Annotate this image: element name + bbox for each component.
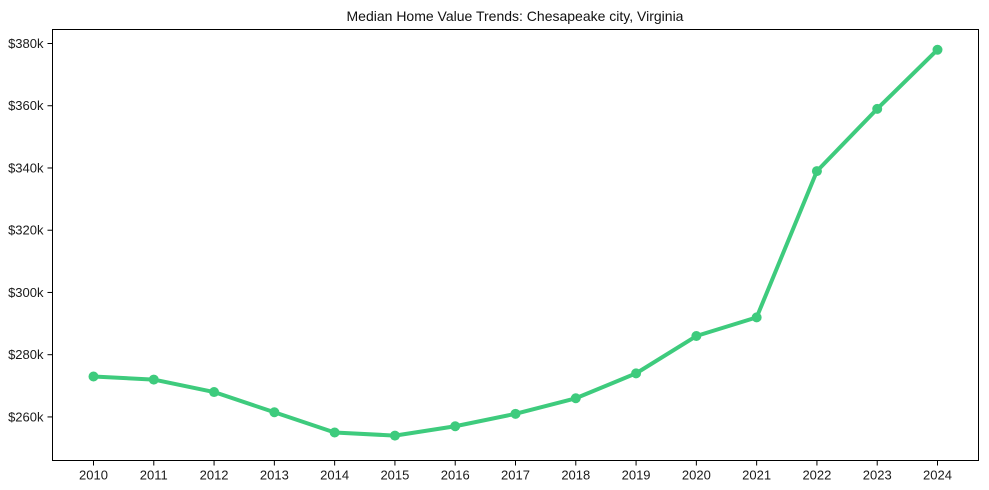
x-tick-label: 2024 [923, 468, 952, 483]
data-point [932, 44, 943, 55]
x-tick-label: 2015 [380, 468, 409, 483]
plot-border [52, 29, 979, 461]
data-point [389, 430, 400, 441]
chart-title: Median Home Value Trends: Chesapeake cit… [346, 8, 684, 24]
x-tick-label: 2017 [501, 468, 530, 483]
y-tick-label: $320k [8, 223, 44, 238]
x-tick-label: 2014 [320, 468, 349, 483]
data-point [691, 331, 702, 342]
trend-line [91, 47, 940, 438]
x-tick-label: 2011 [140, 468, 168, 483]
data-point [450, 421, 461, 432]
data-point [269, 407, 280, 418]
data-point [148, 374, 159, 385]
data-point [510, 408, 521, 419]
data-point [570, 393, 581, 404]
data-point [329, 427, 340, 438]
y-tick-label: $380k [8, 36, 44, 51]
data-point [811, 166, 822, 177]
data-point [751, 312, 762, 323]
x-tick-label: 2020 [682, 468, 711, 483]
y-tick-label: $360k [8, 98, 44, 113]
x-tick-label: 2010 [79, 468, 108, 483]
x-tick-label: 2018 [561, 468, 590, 483]
y-tick-label: $300k [8, 285, 44, 300]
x-tick-label: 2019 [622, 468, 651, 483]
x-tick-label: 2012 [200, 468, 229, 483]
data-point [209, 387, 220, 398]
x-tick-label: 2021 [742, 468, 771, 483]
y-tick-label: $280k [8, 347, 44, 362]
x-tick-label: 2013 [260, 468, 289, 483]
x-tick-label: 2016 [441, 468, 470, 483]
data-point [872, 103, 883, 114]
data-point [88, 371, 99, 382]
x-tick-label: 2022 [802, 468, 831, 483]
y-tick-label: $260k [8, 409, 44, 424]
x-tick-label: 2023 [863, 468, 892, 483]
data-point [631, 368, 642, 379]
y-tick-label: $340k [8, 160, 44, 175]
